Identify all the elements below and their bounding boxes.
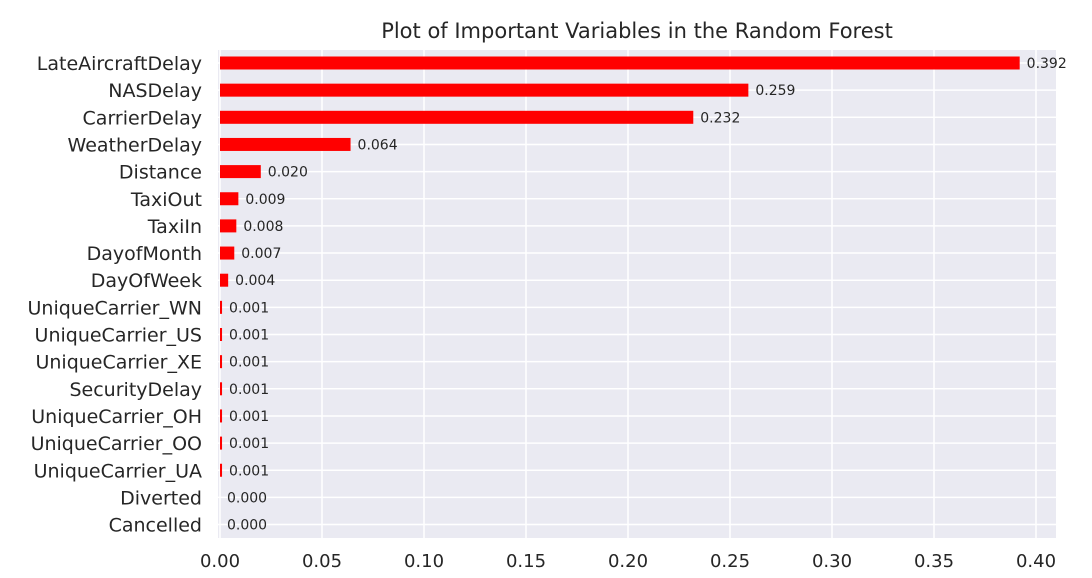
- bar: [220, 436, 223, 450]
- x-tick-label: 0.10: [404, 551, 444, 572]
- y-tick-label: Diverted: [120, 487, 202, 509]
- data-label: 0.000: [227, 490, 267, 506]
- data-label: 0.001: [229, 382, 269, 398]
- data-label: 0.001: [229, 436, 269, 452]
- y-tick-label: WeatherDelay: [68, 134, 202, 156]
- x-tick-label: 0.25: [710, 551, 750, 572]
- data-label: 0.001: [229, 355, 269, 371]
- bar: [220, 165, 261, 179]
- y-tick-label: UniqueCarrier_UA: [34, 460, 202, 482]
- y-tick-label: UniqueCarrier_WN: [28, 297, 203, 319]
- chart-title: Plot of Important Variables in the Rando…: [381, 19, 893, 43]
- data-label: 0.392: [1027, 56, 1067, 72]
- bar: [220, 192, 239, 206]
- bar: [220, 110, 694, 124]
- y-tick-label: CarrierDelay: [83, 107, 202, 129]
- bar: [220, 83, 749, 97]
- data-label: 0.009: [245, 192, 285, 208]
- data-label: 0.259: [755, 83, 795, 99]
- y-tick-label: UniqueCarrier_US: [35, 325, 202, 347]
- y-tick-label: TaxiIn: [147, 216, 202, 238]
- data-label: 0.232: [700, 110, 740, 126]
- bar: [220, 219, 237, 233]
- bar: [220, 328, 223, 341]
- x-tick-label: 0.15: [506, 551, 546, 572]
- data-label: 0.064: [358, 137, 398, 153]
- data-labels: 0.392 0.259 0.232 0.064 0.020 0.009 0.008 0.007…: [227, 56, 1067, 534]
- y-tick-label: DayOfWeek: [91, 270, 202, 292]
- data-label: 0.001: [229, 300, 269, 316]
- bar: [220, 355, 223, 369]
- bars: [220, 56, 1020, 477]
- x-tick-label: 0.05: [302, 551, 342, 572]
- y-tick-label: LateAircraftDelay: [37, 53, 202, 75]
- data-label: 0.000: [227, 518, 267, 534]
- y-tick-label: UniqueCarrier_XE: [35, 352, 202, 374]
- bar: [220, 382, 223, 396]
- data-label: 0.008: [243, 219, 283, 235]
- bar: [220, 300, 223, 314]
- x-axis-tick-labels: 0.00 0.05 0.10 0.15 0.20 0.25 0.30 0.35 0.40: [200, 551, 1056, 572]
- data-label: 0.007: [241, 246, 281, 262]
- y-tick-label: TaxiOut: [130, 189, 202, 211]
- bar: [220, 246, 235, 260]
- data-label: 0.001: [229, 409, 269, 425]
- x-tick-label: 0.30: [812, 551, 852, 572]
- y-tick-label: UniqueCarrier_OO: [31, 433, 202, 455]
- bar: [220, 56, 1020, 70]
- x-tick-label: 0.40: [1016, 551, 1056, 572]
- x-tick-label: 0.35: [914, 551, 954, 572]
- y-tick-label: Distance: [119, 162, 202, 184]
- bar: [220, 409, 223, 423]
- y-axis-tick-labels: LateAircraftDelay NASDelay CarrierDelay Wea…: [28, 53, 203, 537]
- y-tick-label: Cancelled: [109, 515, 202, 537]
- y-tick-label: NASDelay: [108, 80, 202, 102]
- bar: [220, 273, 229, 287]
- y-tick-label: SecurityDelay: [69, 379, 202, 401]
- x-tick-label: 0.20: [608, 551, 648, 572]
- y-tick-label: UniqueCarrier_OH: [31, 406, 202, 428]
- y-tick-label: DayofMonth: [87, 243, 202, 265]
- bar: [220, 463, 223, 477]
- data-label: 0.004: [235, 273, 275, 289]
- plot-area: [218, 50, 1056, 538]
- x-tick-label: 0.00: [200, 551, 240, 572]
- bar: [220, 137, 351, 151]
- data-label: 0.001: [229, 463, 269, 479]
- data-label: 0.001: [229, 328, 269, 344]
- data-label: 0.020: [268, 165, 308, 181]
